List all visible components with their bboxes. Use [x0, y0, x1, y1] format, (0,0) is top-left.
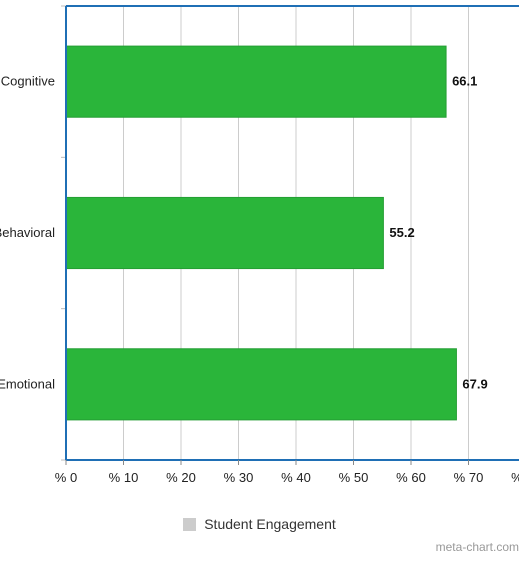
credit-text[interactable]: meta-chart.com — [435, 540, 519, 554]
x-tick-label: % 50 — [339, 470, 369, 485]
bar[interactable] — [65, 348, 457, 421]
bar[interactable] — [65, 45, 447, 118]
x-tick-label: % 30 — [224, 470, 254, 485]
data-label: 55.2 — [389, 225, 414, 240]
x-tick-label: % 10 — [109, 470, 139, 485]
x-tick-label: % 0 — [55, 470, 77, 485]
category-label: Emotional — [0, 376, 55, 391]
legend-swatch — [183, 517, 197, 531]
data-label: 66.1 — [452, 74, 477, 89]
category-label: Behavioral — [0, 225, 55, 240]
bar[interactable] — [65, 196, 384, 270]
x-tick-label: % 60 — [396, 470, 426, 485]
x-tick-label: % 70 — [454, 470, 484, 485]
legend[interactable]: Student Engagement — [0, 512, 519, 536]
legend-label: Student Engagement — [204, 516, 336, 532]
category-label: Cognitive — [1, 74, 55, 89]
x-tick-label: % 20 — [166, 470, 196, 485]
x-tick-label: % 80 — [511, 470, 519, 485]
x-tick-label: % 40 — [281, 470, 311, 485]
data-label: 67.9 — [462, 376, 487, 391]
